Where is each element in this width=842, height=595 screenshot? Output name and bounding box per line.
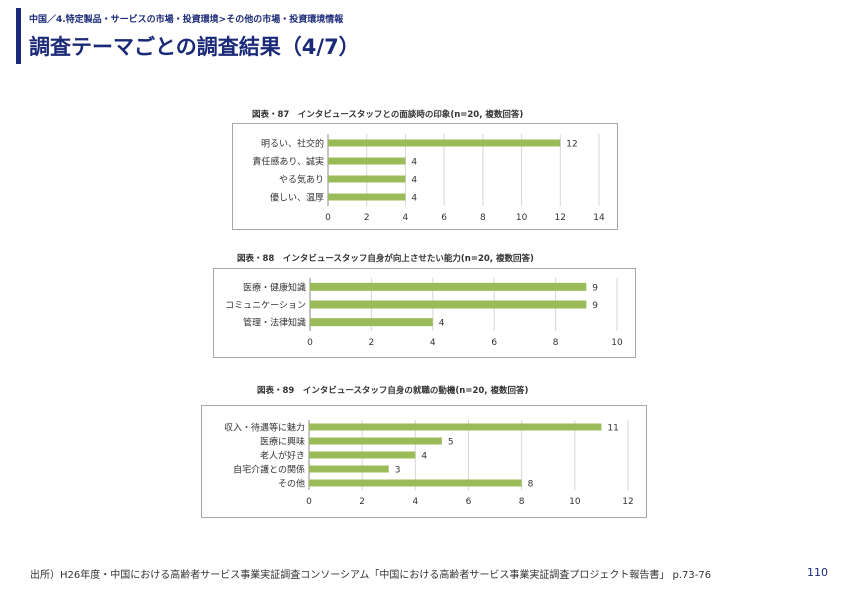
data-label: 8 bbox=[528, 480, 534, 490]
bar bbox=[328, 193, 406, 201]
category-label: 老人が好き bbox=[260, 450, 305, 462]
data-label: 4 bbox=[411, 194, 417, 204]
chart-1-svg: 0 2 4 6 8 10 12 14 明るい、社交的 12 責任感あり、誠実 4 やる気あり 4 優しい、温… bbox=[252, 134, 605, 223]
bar bbox=[309, 451, 416, 459]
chart-3: 0 2 4 6 8 10 12 収入・待遇等に魅力 11 医療に興味 5 老人が好き 4 自宅介護との関係… bbox=[201, 405, 647, 518]
chart-2-svg: 0 2 4 6 8 10 医療・健康知識 9 コミュニケーション 9 管理・法律知識 4 bbox=[225, 278, 623, 348]
bar bbox=[328, 175, 406, 183]
x-tick-label: 8 bbox=[519, 497, 525, 507]
bar bbox=[309, 423, 602, 431]
x-tick-label: 0 bbox=[307, 338, 313, 348]
page-title: 調査テーマごとの調査結果（4/7） bbox=[29, 35, 360, 59]
chart-2: 0 2 4 6 8 10 医療・健康知識 9 コミュニケーション 9 管理・法律知識 4 bbox=[213, 268, 636, 358]
page-number: 110 bbox=[807, 566, 828, 579]
chart-3-svg: 0 2 4 6 8 10 12 収入・待遇等に魅力 11 医療に興味 5 老人が好き 4 自宅介護との関係… bbox=[224, 420, 634, 507]
chart-1: 0 2 4 6 8 10 12 14 明るい、社交的 12 責任感あり、誠実 4 やる気あり 4 優しい、温… bbox=[232, 123, 618, 230]
x-tick-label: 0 bbox=[325, 213, 331, 223]
x-tick-label: 14 bbox=[593, 213, 605, 223]
x-tick-label: 8 bbox=[553, 338, 559, 348]
data-label: 4 bbox=[411, 158, 417, 168]
source-note: 出所）H26年度・中国における高齢者サービス事業実証調査コンソーシアム「中国にお… bbox=[30, 570, 712, 581]
x-tick-label: 10 bbox=[516, 213, 528, 223]
bar bbox=[310, 282, 587, 291]
data-label: 9 bbox=[592, 301, 598, 311]
x-tick-label: 6 bbox=[441, 213, 447, 223]
x-tick-label: 2 bbox=[364, 213, 370, 223]
x-tick-label: 10 bbox=[569, 497, 581, 507]
category-label: 医療に興味 bbox=[260, 436, 305, 448]
x-tick-label: 2 bbox=[369, 338, 375, 348]
bar bbox=[309, 437, 442, 445]
data-label: 4 bbox=[439, 319, 445, 329]
bar bbox=[310, 318, 433, 327]
x-tick-label: 4 bbox=[430, 338, 436, 348]
category-label: 自宅介護との関係 bbox=[233, 464, 305, 476]
breadcrumb: 中国／4.特定製品・サービスの市場・投資環境>その他の市場・投資環境情報 bbox=[29, 15, 344, 25]
category-label: 収入・待遇等に魅力 bbox=[224, 422, 305, 434]
x-tick-label: 12 bbox=[622, 497, 633, 507]
bar bbox=[328, 157, 406, 165]
category-label: その他 bbox=[278, 478, 305, 490]
chart-1-title: 図表・87 インタビュースタッフとの面談時の印象(n=20, 複数回答) bbox=[252, 110, 524, 120]
data-label: 9 bbox=[592, 283, 598, 293]
chart-2-title: 図表・88 インタビュースタッフ自身が向上させたい能力(n=20, 複数回答) bbox=[237, 254, 534, 264]
bar bbox=[309, 479, 522, 487]
category-label: やる気あり bbox=[279, 174, 324, 186]
data-label: 3 bbox=[395, 466, 401, 476]
category-label: 管理・法律知識 bbox=[243, 317, 306, 329]
x-tick-label: 6 bbox=[491, 338, 497, 348]
category-label: 優しい、温厚 bbox=[270, 192, 324, 204]
title-accent-bar bbox=[16, 8, 21, 64]
x-tick-label: 10 bbox=[611, 338, 623, 348]
data-label: 12 bbox=[566, 140, 577, 150]
data-label: 4 bbox=[411, 176, 417, 186]
x-tick-label: 2 bbox=[359, 497, 365, 507]
category-label: 責任感あり、誠実 bbox=[252, 156, 324, 168]
x-tick-label: 0 bbox=[306, 497, 312, 507]
x-tick-label: 12 bbox=[555, 213, 566, 223]
chart-3-title: 図表・89 インタビュースタッフ自身の就職の動機(n=20, 複数回答) bbox=[257, 386, 529, 396]
bar bbox=[328, 139, 561, 147]
data-label: 4 bbox=[421, 452, 427, 462]
x-tick-label: 4 bbox=[412, 497, 418, 507]
category-label: 明るい、社交的 bbox=[261, 138, 324, 150]
data-label: 5 bbox=[448, 438, 454, 448]
x-tick-label: 6 bbox=[466, 497, 472, 507]
bar bbox=[310, 300, 587, 309]
category-label: 医療・健康知識 bbox=[243, 281, 306, 293]
x-tick-label: 8 bbox=[480, 213, 486, 223]
bar bbox=[309, 465, 389, 473]
category-label: コミュニケーション bbox=[225, 300, 306, 311]
data-label: 11 bbox=[607, 424, 618, 434]
x-tick-label: 4 bbox=[403, 213, 409, 223]
